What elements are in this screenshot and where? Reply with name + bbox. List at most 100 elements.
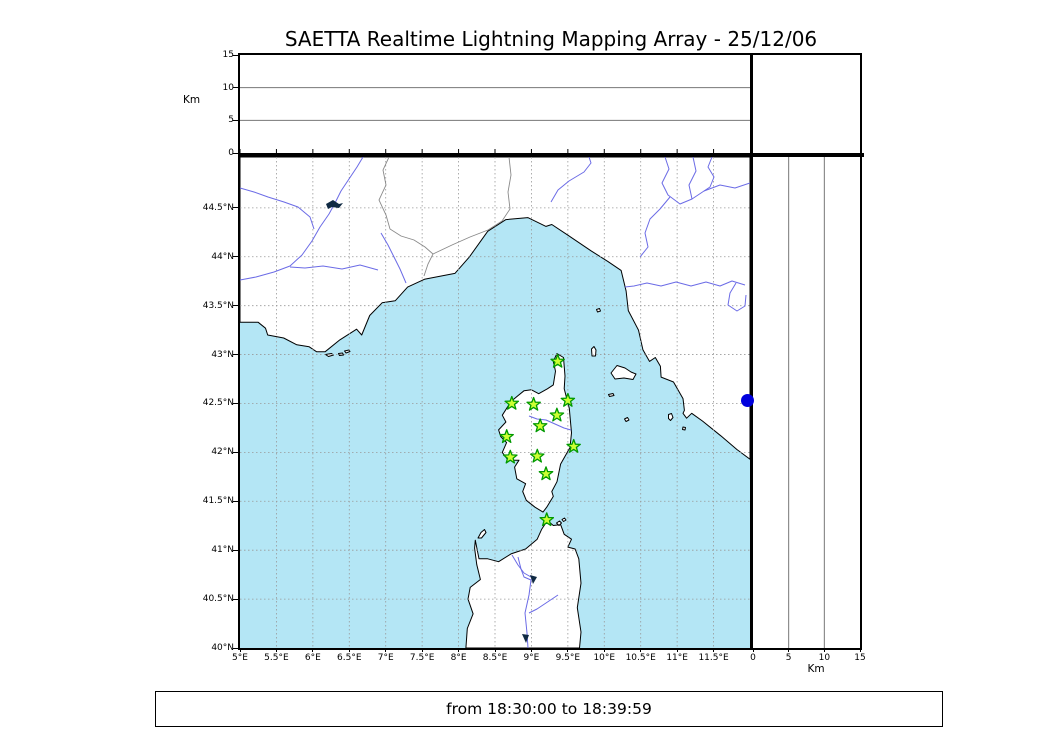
lat-tick-label: 42°N xyxy=(211,447,234,458)
river-verdon xyxy=(289,264,379,271)
river-serchio xyxy=(639,196,671,258)
tick-mark xyxy=(348,648,350,652)
lon-tick-label: 6°E xyxy=(304,653,321,663)
lake-coghinas xyxy=(530,575,537,584)
tick-mark xyxy=(275,648,277,652)
panel-divider-vertical xyxy=(750,53,753,650)
station-marker xyxy=(529,448,545,463)
river-trebbia xyxy=(661,157,697,205)
tick-mark xyxy=(233,598,238,600)
tick-mark xyxy=(421,648,423,652)
lake-omodeo xyxy=(522,634,529,643)
station-marker xyxy=(550,353,565,368)
tick-mark xyxy=(233,305,238,307)
island-giannutri xyxy=(682,426,686,431)
right-km-axis-label: Km xyxy=(807,663,825,675)
river-arno xyxy=(624,280,746,288)
station-marker xyxy=(532,418,548,433)
right-altitude-tick-label: 0 xyxy=(750,653,756,663)
coastline-sardinia xyxy=(465,520,582,648)
island-asinara xyxy=(477,529,487,539)
tick-mark xyxy=(676,648,678,652)
lon-tick-label: 6.5°E xyxy=(337,653,362,663)
lon-tick-label: 11.5°E xyxy=(698,653,729,663)
tick-mark xyxy=(567,648,569,652)
tick-mark xyxy=(603,648,605,652)
top-altitude-tick-label: 10 xyxy=(222,82,234,93)
tick-mark xyxy=(312,648,314,652)
island-caprera xyxy=(561,517,567,522)
river-durance xyxy=(240,202,336,281)
right-altitude-tick-label: 10 xyxy=(818,653,831,663)
lat-tick-label: 40°N xyxy=(211,643,234,653)
tick-mark xyxy=(233,647,238,649)
map-canvas xyxy=(240,157,750,648)
map-panel xyxy=(238,157,750,650)
river-golo xyxy=(528,415,572,431)
lon-tick-label: 11°E xyxy=(666,653,688,663)
lake-serre-poncon xyxy=(326,200,343,209)
tick-mark xyxy=(233,354,238,356)
station-marker xyxy=(566,438,581,453)
altitude-latitude-panel xyxy=(753,157,862,650)
tick-mark xyxy=(752,648,754,652)
river-var xyxy=(380,232,407,284)
tick-mark xyxy=(385,648,387,652)
border-liguria-piedmont xyxy=(432,157,512,255)
lon-tick-label: 9°E xyxy=(523,653,540,663)
land-layer xyxy=(240,157,750,648)
tick-mark xyxy=(233,207,238,209)
page-title: SAETTA Realtime Lightning Mapping Array … xyxy=(284,27,818,51)
tick-mark xyxy=(233,549,238,551)
station-markers-layer xyxy=(499,353,581,527)
river-layer xyxy=(240,157,750,648)
lat-tick-label: 41.5°N xyxy=(202,496,234,507)
island-pianosa xyxy=(608,393,615,397)
river-po xyxy=(691,182,750,200)
border-france-italy xyxy=(378,157,434,277)
top-km-axis-label: Km xyxy=(183,94,201,106)
island-levant xyxy=(344,349,351,354)
tick-mark xyxy=(233,402,238,404)
right-altitude-tick-label: 15 xyxy=(854,653,866,663)
lon-tick-label: 8.5°E xyxy=(482,653,508,663)
right-panel-grid xyxy=(788,157,825,648)
tick-mark xyxy=(788,648,790,652)
tick-mark xyxy=(640,648,642,652)
tick-mark xyxy=(239,648,241,652)
tick-mark xyxy=(823,648,825,652)
tick-mark xyxy=(233,87,238,89)
lat-tick-label: 41°N xyxy=(211,545,234,556)
river-buech xyxy=(240,187,315,230)
island-montecristo xyxy=(624,417,630,422)
lat-tick-label: 42.5°N xyxy=(202,398,234,409)
lat-tick-label: 43°N xyxy=(211,349,234,360)
river-taro xyxy=(703,157,715,192)
tick-mark xyxy=(713,648,715,652)
tick-mark xyxy=(530,648,532,652)
island-maddalena xyxy=(556,520,562,526)
tick-mark xyxy=(859,648,861,652)
lat-tick-label: 44°N xyxy=(211,251,234,262)
lon-tick-label: 7.5°E xyxy=(409,653,435,663)
station-marker xyxy=(538,466,554,481)
station-marker xyxy=(502,449,518,464)
lon-tick-label: 5.5°E xyxy=(264,653,289,663)
island-capraia xyxy=(591,346,597,357)
right-altitude-tick-label: 5 xyxy=(785,653,792,663)
tick-mark xyxy=(494,648,496,652)
top-altitude-tick-label: 15 xyxy=(222,50,234,60)
lat-tick-label: 43.5°N xyxy=(202,300,234,311)
island-giglio xyxy=(668,413,674,421)
tick-mark xyxy=(233,119,238,121)
lon-tick-label: 7°E xyxy=(377,653,394,663)
lightning-source-dot xyxy=(740,394,754,408)
tick-mark xyxy=(458,648,460,652)
river-tanaro xyxy=(550,157,592,203)
lon-tick-label: 10.5°E xyxy=(625,653,656,663)
lon-tick-label: 8°E xyxy=(450,653,467,663)
river-sardinia-main xyxy=(517,556,532,648)
time-range-text: from 18:30:00 to 18:39:59 xyxy=(446,700,652,718)
grid-layer xyxy=(240,157,750,648)
